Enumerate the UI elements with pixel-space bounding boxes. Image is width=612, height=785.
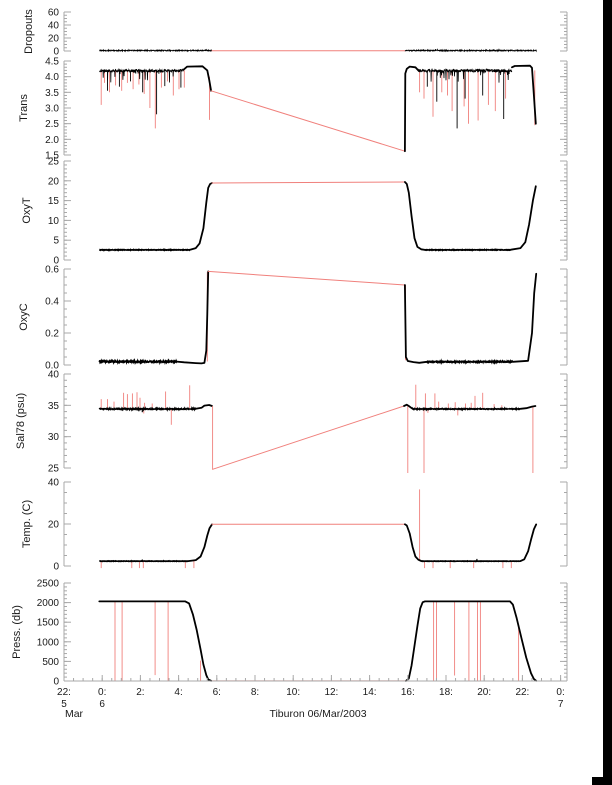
xtick-label: 14: [363, 687, 377, 698]
ytick-label: 15 [48, 196, 60, 207]
panel-ylabel-oxyt: OxyT [21, 197, 33, 224]
panel-oxyc: 0.0 0.2 0.4 0.6 OxyC [18, 265, 568, 372]
xtick-label: 0: [556, 687, 564, 698]
panel-ylabel-trans: Trans [18, 94, 30, 122]
xtick-label: 10: [286, 687, 300, 698]
panel-series-sal78 [98, 384, 537, 473]
xtick-label: 22: [57, 687, 71, 698]
ytick-label: 40 [48, 21, 60, 32]
ytick-label: 20 [48, 176, 60, 187]
month-label: Mar [64, 708, 84, 720]
ytick-label: 0 [53, 256, 59, 267]
ytick-label: 40 [48, 370, 60, 381]
ytick-label: 40 [48, 478, 60, 489]
xtick-label: 6: [213, 687, 221, 698]
plot-title: Tiburon 06/Mar/2003 [269, 708, 367, 720]
ytick-label: 0 [53, 47, 59, 58]
panel-temp: 0 20 40 Temp. (C) [21, 478, 568, 573]
ytick-label: 1.5 [45, 151, 59, 162]
xtick-label: 4: [174, 687, 182, 698]
ytick-label: 25 [48, 157, 60, 168]
day-label: 6 [99, 699, 105, 710]
ytick-label: 3.0 [45, 104, 59, 115]
day-label: 5 [61, 699, 67, 710]
ytick-label: 60 [48, 8, 60, 19]
ytick-label: 3.5 [45, 88, 59, 99]
panel-series-dropouts [99, 48, 537, 53]
panel-press: 0 500 1000 1500 2000 2500 Press. (db) [11, 579, 568, 688]
xtick-label: 0: [98, 687, 106, 698]
xtick-label: 16: [401, 687, 415, 698]
ytick-label: 500 [42, 657, 59, 668]
ytick-label: 25 [48, 464, 60, 475]
ytick-label: 0 [53, 677, 59, 688]
panel-ylabel-temp: Temp. (C) [21, 500, 33, 548]
ytick-label: 20 [48, 520, 60, 531]
ytick-label: 10 [48, 216, 60, 227]
ytick-label: 2500 [37, 579, 60, 590]
xtick-label: 18: [439, 687, 453, 698]
panel-trans: 1.5 2.0 2.5 3.0 3.5 4.0 4.5 Trans [18, 57, 568, 162]
panel-series-press [98, 600, 538, 682]
ytick-label: 2.0 [45, 135, 59, 146]
ytick-label: 1000 [37, 637, 60, 648]
panel-sal78: 25 30 35 40 Sal78 (psu) [15, 370, 568, 475]
panel-series-oxyc [98, 270, 538, 366]
panel-ylabel-oxyc: OxyC [18, 303, 30, 331]
ytick-label: 4.5 [45, 57, 59, 68]
ytick-label: 0 [53, 562, 59, 573]
day-label: 7 [558, 699, 564, 710]
ytick-label: 1500 [37, 618, 60, 629]
ytick-label: 0.2 [45, 329, 59, 340]
ytick-label: 0.4 [45, 297, 59, 308]
ytick-label: 0.6 [45, 265, 59, 276]
panel-series-oxyt [99, 181, 537, 252]
screen-right-edge-bar [603, 0, 612, 785]
ytick-label: 35 [48, 401, 60, 412]
panel-oxyt: 0 5 10 15 20 25 OxyT [21, 157, 568, 267]
xtick-label: 22: [515, 687, 529, 698]
panel-series-temp [99, 489, 538, 569]
panel-series-trans [99, 64, 537, 153]
ytick-label: 30 [48, 432, 60, 443]
ytick-label: 20 [48, 34, 60, 45]
x-axis: 22: 0: 2: 4: 6: 8: 10: 12: 14: 16: 18: 20: 22: 0: 5 6 7 [57, 675, 567, 710]
xtick-label: 2: [136, 687, 144, 698]
xtick-label: 20: [477, 687, 491, 698]
ytick-label: 4.0 [45, 72, 59, 83]
panel-ylabel-sal78: Sal78 (psu) [15, 393, 27, 449]
panel-dropouts: 0 20 40 60 Dropouts [23, 8, 568, 58]
ytick-label: 5 [53, 236, 59, 247]
panel-ylabel-press: Press. (db) [11, 605, 23, 659]
ytick-label: 2000 [37, 598, 60, 609]
panel-ylabel-dropouts: Dropouts [23, 9, 35, 54]
xtick-label: 12: [324, 687, 338, 698]
ytick-label: 0.0 [45, 361, 59, 372]
xtick-label: 8: [251, 687, 259, 698]
screen-corner-block [592, 777, 612, 785]
ytick-label: 2.5 [45, 119, 59, 130]
